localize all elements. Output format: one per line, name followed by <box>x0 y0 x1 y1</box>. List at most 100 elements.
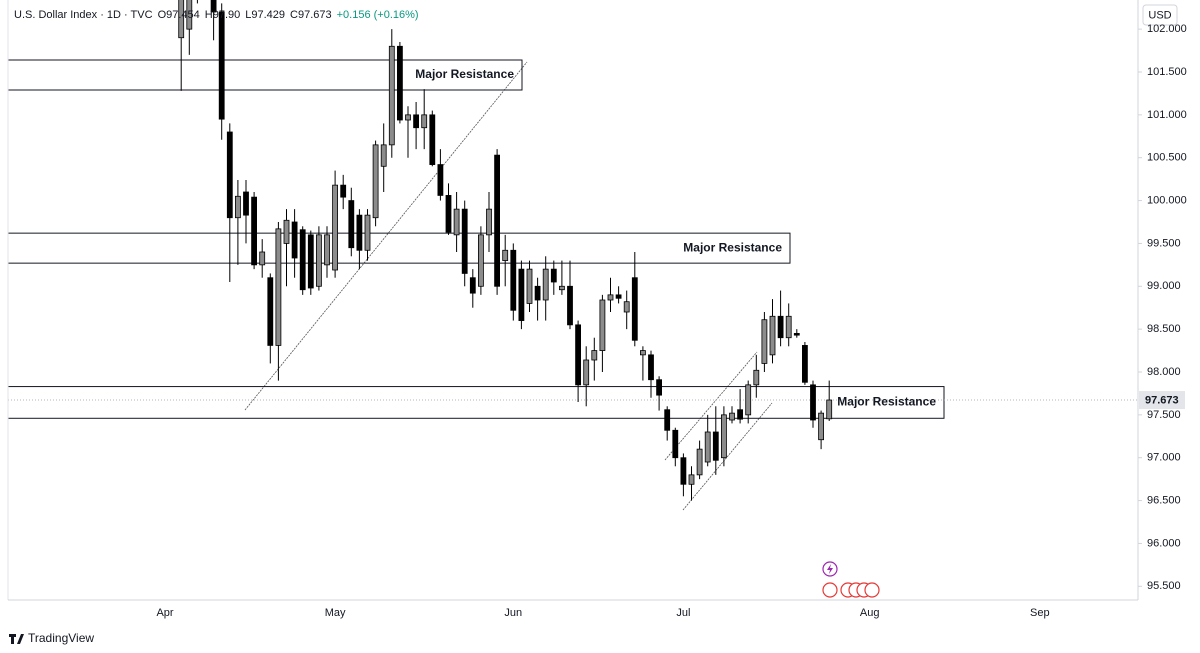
x-tick-label: May <box>325 607 346 619</box>
candle-body <box>583 359 590 386</box>
x-tick-label: Jul <box>676 607 690 619</box>
candle-body <box>372 144 379 219</box>
candle-body <box>591 350 598 361</box>
logo-mark <box>9 634 24 644</box>
channel-line <box>682 402 773 511</box>
header-low: L97.429 <box>245 9 285 21</box>
candle-body <box>332 184 339 271</box>
candle-body <box>413 114 420 129</box>
zone-label: Major Resistance <box>683 240 782 254</box>
candle-body <box>186 0 193 30</box>
y-tick-label: 102.000 <box>1147 23 1187 35</box>
y-tick-label: 97.000 <box>1147 452 1181 464</box>
x-tick-label: Sep <box>1030 607 1050 619</box>
candle-body <box>445 195 452 233</box>
y-tick-label: 98.500 <box>1147 323 1181 335</box>
candle-body <box>210 0 217 13</box>
candle-body <box>283 219 290 244</box>
candle-body <box>518 268 525 321</box>
candle-body <box>486 208 492 236</box>
candle-body <box>777 315 784 339</box>
candle-body <box>761 319 768 364</box>
header-high: H97.90 <box>205 9 240 21</box>
candle-body <box>178 0 185 39</box>
candle-body <box>380 144 387 167</box>
candle-body <box>664 409 671 431</box>
resistance-zone <box>8 59 523 91</box>
currency: USD <box>1148 9 1171 21</box>
x-tick-label: Jun <box>504 607 522 619</box>
candle-body <box>364 214 371 251</box>
header-symbol: U.S. Dollar Index · 1D · TVC <box>14 9 153 21</box>
candle-body <box>826 399 833 420</box>
resistance-zone <box>8 386 945 419</box>
logo: TradingView <box>9 631 94 645</box>
candle-body <box>405 114 411 121</box>
header-open: O97.454 <box>158 9 200 21</box>
candle-body <box>640 350 646 356</box>
candle-body <box>251 196 258 266</box>
candle-body <box>785 315 792 339</box>
event-icon <box>822 582 838 598</box>
y-tick-label: 99.000 <box>1147 280 1181 292</box>
candle-body <box>704 431 711 463</box>
candle-body <box>234 195 241 219</box>
candle-body <box>793 333 800 336</box>
candle-body <box>567 285 573 326</box>
candle-body <box>615 294 622 299</box>
y-tick-label: 95.500 <box>1147 580 1181 592</box>
event-icon-bolt <box>827 564 833 574</box>
price-tag <box>1139 391 1185 410</box>
candle-body <box>510 249 517 311</box>
candle-body <box>631 277 638 341</box>
candle-body <box>340 184 347 198</box>
candle-body <box>769 315 776 356</box>
candle-body <box>729 412 735 421</box>
candle-body <box>291 221 298 259</box>
candle-body <box>299 229 306 291</box>
y-tick-label: 96.000 <box>1147 537 1181 549</box>
candle-body <box>575 324 581 386</box>
candle-body <box>437 164 444 196</box>
candle-body <box>559 285 565 291</box>
candle-body <box>696 448 703 476</box>
candle-body <box>218 11 225 120</box>
event-icons <box>822 561 880 598</box>
candle-body <box>680 457 687 485</box>
y-tick-label: 97.500 <box>1147 409 1181 421</box>
y-tick-label: 100.000 <box>1147 194 1187 206</box>
candle-body <box>348 200 355 249</box>
price-tag-label: 97.673 <box>1145 394 1179 406</box>
candle-body <box>259 251 266 266</box>
candle-body <box>542 268 549 301</box>
zone-label: Major Resistance <box>415 67 514 81</box>
candle-body <box>745 384 752 416</box>
y-tick-label: 98.000 <box>1147 366 1181 378</box>
candle-body <box>721 414 727 459</box>
candle-body <box>461 208 468 274</box>
candle-body <box>324 234 330 266</box>
candle-body <box>396 45 403 121</box>
candle-body <box>477 234 484 287</box>
brand: TradingView <box>28 631 94 645</box>
plot-area <box>8 0 1138 511</box>
y-tick-label: 96.500 <box>1147 494 1181 506</box>
header-close: C97.673 <box>290 9 332 21</box>
y-tick-label: 101.500 <box>1147 66 1187 78</box>
currency-badge[interactable] <box>1142 4 1178 26</box>
candle-body <box>526 268 533 304</box>
candle-body <box>818 412 824 441</box>
candle-body <box>267 277 274 346</box>
candle-body <box>226 131 233 219</box>
candle-body <box>356 214 363 251</box>
event-icon <box>864 582 880 598</box>
candle-body <box>607 294 614 301</box>
candle-body <box>802 345 808 383</box>
candle-body <box>429 114 436 165</box>
candle-body <box>550 268 557 283</box>
y-tick-label: 100.500 <box>1147 152 1187 164</box>
candle-body <box>656 379 662 396</box>
header-change: +0.156 (+0.16%) <box>337 9 419 21</box>
candle-body <box>672 429 679 459</box>
